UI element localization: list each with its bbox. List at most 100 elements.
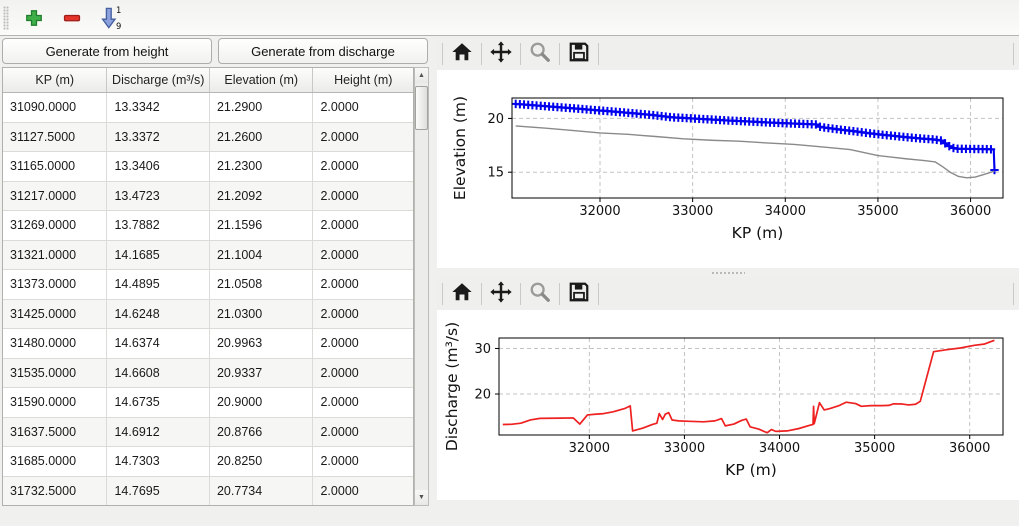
toolbar-separator	[481, 282, 482, 305]
table-cell[interactable]: 2.0000	[320, 365, 359, 380]
home-icon	[451, 41, 473, 66]
table-cell[interactable]: 13.3372	[107, 122, 210, 151]
remove-row-button[interactable]	[57, 4, 87, 32]
table-cell[interactable]: 21.0300	[210, 299, 314, 328]
column-header-0[interactable]: KP (m)	[3, 68, 108, 92]
table-cell[interactable]: 2.0000	[320, 483, 359, 498]
scrollbar-thumb[interactable]	[415, 86, 428, 130]
table-cell[interactable]: 20.9000	[210, 388, 314, 417]
svg-text:Discharge (m³/s): Discharge (m³/s)	[443, 322, 461, 451]
toolbar-separator	[598, 42, 599, 65]
table-cell[interactable]: 31127.5000	[3, 122, 108, 151]
pan-icon	[489, 40, 513, 67]
scrollbar-track[interactable]	[415, 83, 428, 490]
save-button[interactable]	[565, 40, 593, 68]
sort-ascending-icon: 1 9	[99, 6, 121, 30]
table-cell[interactable]: 2.0000	[320, 336, 359, 351]
table-cell[interactable]: 31165.0000	[3, 152, 108, 181]
chart-splitter[interactable]	[437, 268, 1019, 277]
table-cell[interactable]: 20.9963	[210, 329, 314, 358]
table-cell[interactable]: 14.4895	[107, 270, 210, 299]
home-button[interactable]	[448, 280, 476, 308]
toolbar-separator	[1013, 42, 1014, 65]
save-icon	[568, 41, 590, 66]
table-cell[interactable]: 31637.5000	[3, 417, 108, 446]
table-cell[interactable]: 31732.5000	[3, 476, 108, 505]
table-cell[interactable]: 2.0000	[320, 188, 359, 203]
generate-from-discharge-button[interactable]: Generate from discharge	[218, 38, 428, 64]
table-cell[interactable]: 21.1004	[210, 240, 314, 269]
table-cell[interactable]: 31269.0000	[3, 211, 108, 240]
table-cell[interactable]: 21.2300	[210, 152, 314, 181]
table-cell[interactable]: 2.0000	[320, 306, 359, 321]
table-cell[interactable]: 31425.0000	[3, 299, 108, 328]
table-cell[interactable]: 2.0000	[320, 247, 359, 262]
table-cell[interactable]: 20.7734	[210, 476, 314, 505]
table-cell[interactable]: 13.4723	[107, 181, 210, 210]
add-row-button[interactable]	[19, 4, 49, 32]
table-cell[interactable]: 20.8250	[210, 447, 314, 476]
column-header-2[interactable]: Elevation (m)	[210, 68, 314, 92]
table-cell[interactable]: 31373.0000	[3, 270, 108, 299]
table-cell[interactable]: 31685.0000	[3, 447, 108, 476]
zoom-button[interactable]	[526, 40, 554, 68]
table-cell[interactable]: 31535.0000	[3, 358, 108, 387]
table-cell[interactable]: 31090.0000	[3, 93, 108, 122]
table-cell[interactable]: 21.2092	[210, 181, 314, 210]
table-cell[interactable]: 14.6248	[107, 299, 210, 328]
home-button[interactable]	[448, 40, 476, 68]
pan-button[interactable]	[487, 40, 515, 68]
toolbar-separator	[1013, 282, 1014, 305]
table-scrollbar[interactable]: ▲ ▼	[414, 67, 429, 506]
table-cell[interactable]: 21.1596	[210, 211, 314, 240]
zoom-button[interactable]	[526, 280, 554, 308]
table-cell[interactable]: 14.6912	[107, 417, 210, 446]
table-cell[interactable]: 2.0000	[320, 129, 359, 144]
table-cell[interactable]: 13.3406	[107, 152, 210, 181]
table-cell[interactable]: 14.6608	[107, 358, 210, 387]
sort-rows-button[interactable]: 1 9	[95, 4, 125, 32]
table-cell[interactable]: 13.3342	[107, 93, 210, 122]
table-cell[interactable]: 14.6735	[107, 388, 210, 417]
table-cell[interactable]: 14.6374	[107, 329, 210, 358]
column-header-3[interactable]: Height (m)	[334, 73, 393, 87]
elevation-chart-toolbar	[437, 37, 1019, 70]
table-cell[interactable]: 2.0000	[320, 395, 359, 410]
scroll-up-button[interactable]: ▲	[415, 68, 428, 83]
table-cell[interactable]: 2.0000	[320, 277, 359, 292]
table-cell[interactable]: 2.0000	[320, 424, 359, 439]
table-cell[interactable]: 2.0000	[320, 218, 359, 233]
table-cell[interactable]: 14.7303	[107, 447, 210, 476]
svg-text:Elevation (m): Elevation (m)	[451, 96, 469, 200]
table-cell[interactable]: 20.9337	[210, 358, 314, 387]
table-cell[interactable]: 21.2600	[210, 122, 314, 151]
save-button[interactable]	[565, 280, 593, 308]
table-cell[interactable]: 31480.0000	[3, 329, 108, 358]
table-row: 31535.0000 14.6608 20.9337 2.0000	[3, 358, 413, 388]
table-cell[interactable]: 2.0000	[320, 100, 359, 115]
svg-text:34000: 34000	[765, 204, 806, 219]
toolbar-drag-handle[interactable]	[3, 5, 9, 30]
table-cell[interactable]: 2.0000	[320, 454, 359, 469]
svg-text:36000: 36000	[950, 204, 991, 219]
discharge-chart[interactable]: 32000 33000 34000 35000 36000 20 30 KP (m) Disch…	[437, 310, 1019, 500]
table-cell[interactable]: 31590.0000	[3, 388, 108, 417]
table-cell[interactable]: 31217.0000	[3, 181, 108, 210]
column-header-1[interactable]: Discharge (m³/s)	[107, 68, 210, 92]
table-cell[interactable]: 14.7695	[107, 476, 210, 505]
scroll-down-button[interactable]: ▼	[415, 490, 428, 505]
table-cell[interactable]: 31321.0000	[3, 240, 108, 269]
table-cell[interactable]: 13.7882	[107, 211, 210, 240]
generate-from-height-button[interactable]: Generate from height	[2, 38, 212, 64]
table-cell[interactable]: 21.0508	[210, 270, 314, 299]
table-cell[interactable]: 20.8766	[210, 417, 314, 446]
svg-text:20: 20	[474, 388, 491, 403]
table-row: 31321.0000 14.1685 21.1004 2.0000	[3, 240, 413, 270]
pan-button[interactable]	[487, 280, 515, 308]
table-row: 31269.0000 13.7882 21.1596 2.0000	[3, 211, 413, 241]
elevation-chart[interactable]: 32000 33000 34000 35000 36000 15 20 KP (m) Eleva…	[437, 70, 1019, 268]
table-cell[interactable]: 14.1685	[107, 240, 210, 269]
svg-text:33000: 33000	[664, 441, 705, 456]
table-cell[interactable]: 21.2900	[210, 93, 314, 122]
table-cell[interactable]: 2.0000	[320, 159, 359, 174]
